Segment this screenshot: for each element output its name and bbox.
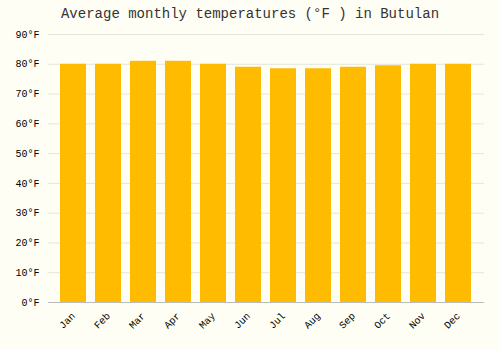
html-text:Average monthly temperatures (: Average monthly temperatures (°F ) in Bu… bbox=[61, 6, 439, 22]
svg-text:Apr: Apr bbox=[162, 311, 183, 332]
svg-text:70°F: 70°F bbox=[15, 89, 39, 100]
svg-text:Feb: Feb bbox=[92, 311, 113, 332]
svg-text:Aug: Aug bbox=[302, 311, 323, 332]
svg-text:Jul: Jul bbox=[267, 311, 288, 332]
svg-text:90°F: 90°F bbox=[15, 30, 39, 41]
svg-text:0°F: 0°F bbox=[21, 298, 39, 309]
svg-text:Mar: Mar bbox=[127, 311, 148, 332]
svg-text:Nov: Nov bbox=[407, 311, 428, 332]
svg-text:Jan: Jan bbox=[57, 311, 78, 332]
svg-text:Dec: Dec bbox=[442, 311, 463, 332]
svg-text:20°F: 20°F bbox=[15, 238, 39, 249]
svg-text:30°F: 30°F bbox=[15, 208, 39, 219]
svg-text:Sep: Sep bbox=[337, 311, 358, 332]
svg-text:40°F: 40°F bbox=[15, 179, 39, 190]
svg-text:50°F: 50°F bbox=[15, 149, 39, 160]
svg-text:80°F: 80°F bbox=[15, 59, 39, 70]
svg-text:Jun: Jun bbox=[232, 311, 253, 332]
svg-text:10°F: 10°F bbox=[15, 268, 39, 279]
svg-text:Oct: Oct bbox=[372, 311, 393, 332]
svg-text:60°F: 60°F bbox=[15, 119, 39, 130]
svg-text:May: May bbox=[197, 311, 218, 332]
